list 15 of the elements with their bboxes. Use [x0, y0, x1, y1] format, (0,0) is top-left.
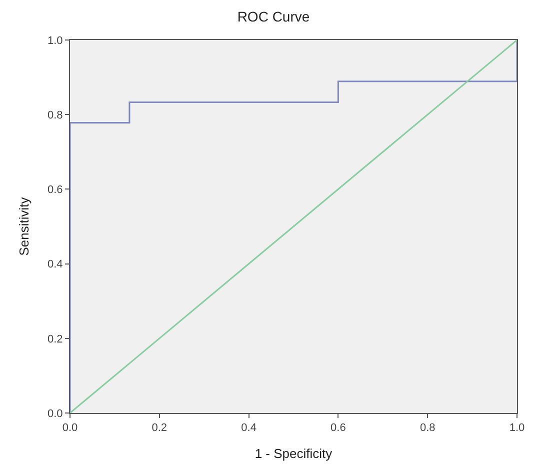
y-tick-label: 0.8	[48, 109, 63, 122]
y-tick-label: 0.6	[48, 184, 63, 196]
x-tick-label: 0.8	[420, 422, 436, 434]
y-tick-label: 0.0	[48, 408, 63, 420]
x-tick-label: 0.2	[152, 422, 168, 434]
x-tick-label: 0.0	[62, 422, 78, 434]
chart-title: ROC Curve	[237, 8, 310, 25]
x-tick-label: 0.6	[330, 422, 346, 434]
x-tick-label: 1.0	[509, 422, 525, 434]
y-tick-label: 0.2	[48, 333, 63, 346]
y-axis-title: Sensitivity	[16, 196, 32, 256]
x-axis-title: 1 - Specificity	[254, 446, 333, 461]
y-tick-label: 0.4	[48, 258, 63, 271]
x-tick-label: 0.4	[241, 422, 256, 434]
y-tick-label: 1.0	[48, 34, 63, 47]
